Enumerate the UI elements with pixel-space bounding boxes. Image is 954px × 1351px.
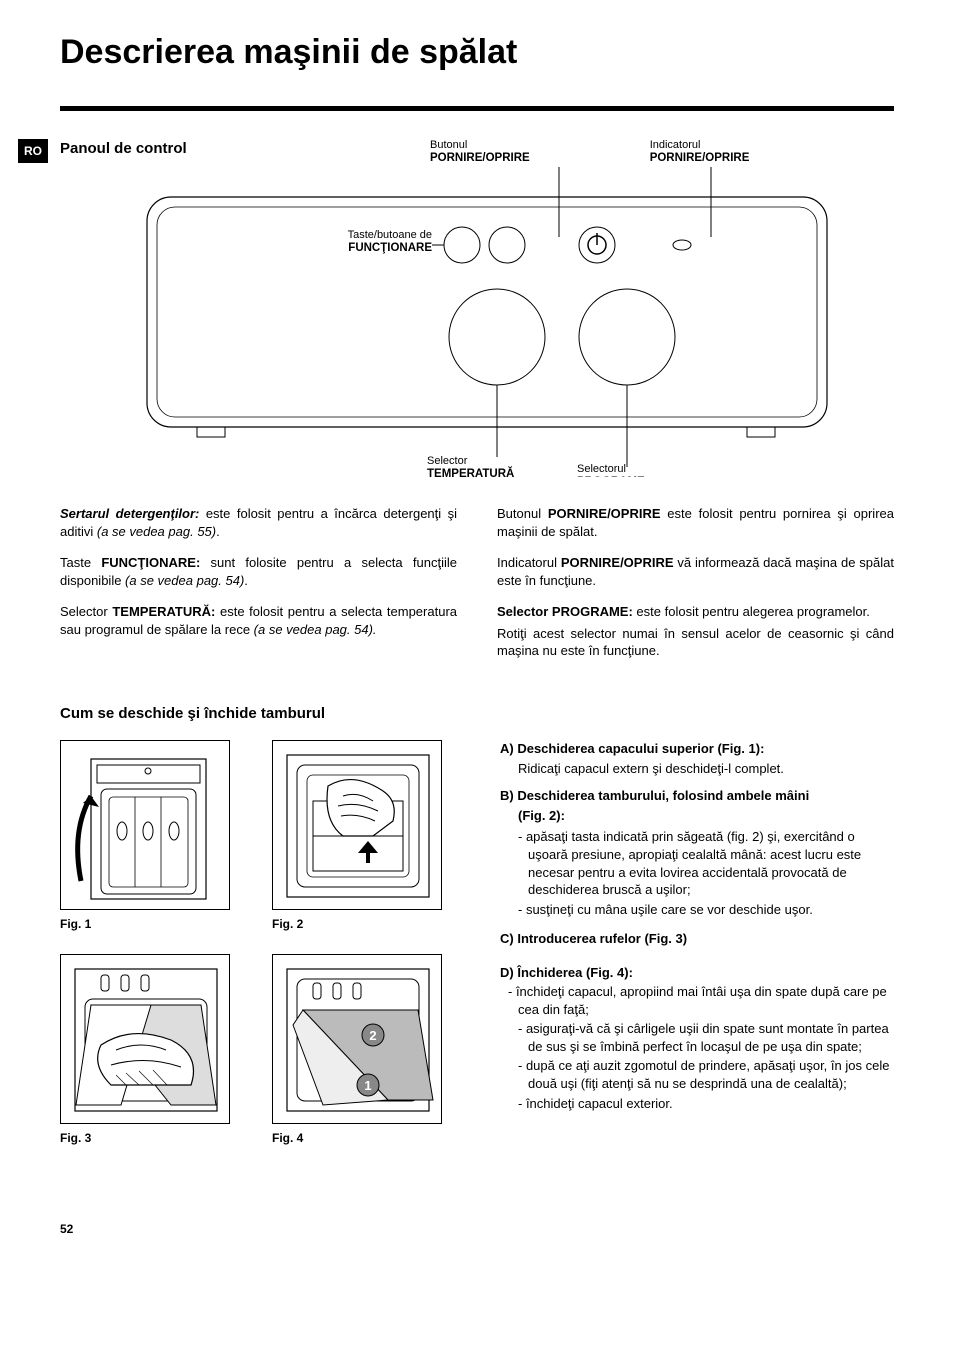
label-prog-bold: PROGRAME	[577, 476, 645, 477]
label-onoff-indicator: Indicatorul PORNIRE/OPRIRE	[650, 139, 750, 166]
para-onoff-indicator: Indicatorul PORNIRE/OPRIRE vă informează…	[497, 554, 894, 589]
step-a-body: Ridicaţi capacul extern şi deschideţi-l …	[518, 760, 894, 778]
para-programs-text: este folosit pentru alegerea programelor…	[633, 604, 870, 619]
panel-diagram-wrap: Panoul de control Butonul PORNIRE/OPRIRE…	[60, 139, 894, 477]
figure-1-caption: Fig. 1	[60, 916, 248, 932]
para-detergent-label: Sertarul detergenţilor:	[60, 506, 199, 521]
para-temperature: Selector TEMPERATURĂ: este folosit pentr…	[60, 603, 457, 638]
para-functions-label: FUNCŢIONARE:	[101, 555, 200, 570]
para-onoff-button-label: PORNIRE/OPRIRE	[548, 506, 661, 521]
para-onoff-indicator-pre: Indicatorul	[497, 555, 561, 570]
steps-column: A) Deschiderea capacului superior (Fig. …	[500, 740, 894, 1160]
figure-2-cell: Fig. 2	[272, 740, 460, 946]
para-detergent: Sertarul detergenţilor: este folosit pen…	[60, 505, 457, 540]
right-column: Butonul PORNIRE/OPRIRE este folosit pent…	[497, 505, 894, 674]
para-functions-ref: (a se vedea pag. 54)	[125, 573, 244, 588]
label-functions-bold: FUNCŢIONARE	[348, 242, 432, 254]
control-panel-diagram: Taste/butoane de FUNCŢIONARE Selector TE…	[107, 167, 847, 477]
para-functions-end: .	[244, 573, 248, 588]
figure-4-cell: 2 1 Fig. 4	[272, 954, 460, 1160]
step-d-bullet-2: - asiguraţi-vă că şi cârligele uşii din …	[518, 1020, 894, 1055]
para-functions-pre: Taste	[60, 555, 101, 570]
label-onoff-button: Butonul PORNIRE/OPRIRE	[430, 139, 530, 166]
para-programs-note: Rotiţi acest selector numai în sensul ac…	[497, 625, 894, 660]
step-a-head: A) Deschiderea capacului superior (Fig. …	[500, 740, 894, 758]
para-onoff-button: Butonul PORNIRE/OPRIRE este folosit pent…	[497, 505, 894, 540]
step-d-bullet-3: - după ce aţi auzit zgomotul de prindere…	[518, 1057, 894, 1092]
figure-4-caption: Fig. 4	[272, 1130, 460, 1146]
control-panel-section: RO Panoul de control Butonul PORNIRE/OPR…	[60, 139, 894, 477]
figure-3-cell: Fig. 3	[60, 954, 248, 1160]
label-onoff-indicator-pre: Indicatorul	[650, 139, 701, 151]
para-onoff-button-pre: Butonul	[497, 506, 548, 521]
figure-2-caption: Fig. 2	[272, 916, 460, 932]
language-tab: RO	[18, 139, 48, 163]
page-number: 52	[60, 1221, 894, 1237]
para-onoff-indicator-label: PORNIRE/OPRIRE	[561, 555, 674, 570]
label-onoff-button-pre: Butonul	[430, 139, 467, 151]
step-d-head: D) Închiderea (Fig. 4):	[500, 964, 894, 982]
left-column: Sertarul detergenţilor: este folosit pen…	[60, 505, 457, 674]
step-c-head: C) Introducerea rufelor (Fig. 3)	[500, 930, 894, 948]
step-d-bullet-1: - închideţi capacul, apropiind mai întâi…	[508, 983, 894, 1018]
svg-text:1: 1	[364, 1078, 371, 1093]
step-b-sub: (Fig. 2):	[518, 807, 894, 825]
label-onoff-button-bold: PORNIRE/OPRIRE	[430, 152, 530, 164]
figure-3-caption: Fig. 3	[60, 1130, 248, 1146]
step-d-bullet-4: - închideţi capacul exterior.	[518, 1095, 894, 1113]
svg-text:2: 2	[369, 1028, 376, 1043]
figure-4: 2 1	[272, 954, 442, 1124]
panel-section-title: Panoul de control	[60, 139, 320, 159]
para-programs: Selector PROGRAME: este folosit pentru a…	[497, 603, 894, 621]
label-functions-pre: Taste/butoane de	[348, 229, 432, 241]
label-temp-bold: TEMPERATURĂ	[427, 468, 514, 477]
step-b-bullet-2: - susţineţi cu mâna uşile care se vor de…	[518, 901, 894, 919]
para-detergent-end: .	[216, 524, 220, 539]
para-detergent-ref: (a se vedea pag. 55)	[97, 524, 216, 539]
para-temperature-pre: Selector	[60, 604, 112, 619]
figure-1-cell: Fig. 1	[60, 740, 248, 946]
step-b-bullet-1: - apăsaţi tasta indicată prin săgeată (f…	[518, 828, 894, 898]
para-temperature-label: TEMPERATURĂ:	[112, 604, 215, 619]
figures-grid: Fig. 1	[60, 740, 460, 1160]
label-onoff-indicator-bold: PORNIRE/OPRIRE	[650, 152, 750, 164]
figure-2	[272, 740, 442, 910]
step-b-head: B) Deschiderea tamburului, folosind ambe…	[500, 787, 894, 805]
label-prog-pre: Selectorul	[577, 463, 626, 475]
page-title: Descrierea maşinii de spălat	[60, 30, 894, 76]
label-temp-pre: Selector	[427, 455, 467, 467]
para-temperature-ref: (a se vedea pag. 54).	[254, 622, 377, 637]
figure-1	[60, 740, 230, 910]
drum-section-title: Cum se deschide şi închide tamburul	[60, 704, 894, 724]
para-functions: Taste FUNCŢIONARE: sunt folosite pentru …	[60, 554, 457, 589]
drum-section: Fig. 1	[60, 740, 894, 1160]
figure-3	[60, 954, 230, 1124]
description-columns: Sertarul detergenţilor: este folosit pen…	[60, 505, 894, 674]
title-rule	[60, 106, 894, 111]
para-programs-label: Selector PROGRAME:	[497, 604, 633, 619]
